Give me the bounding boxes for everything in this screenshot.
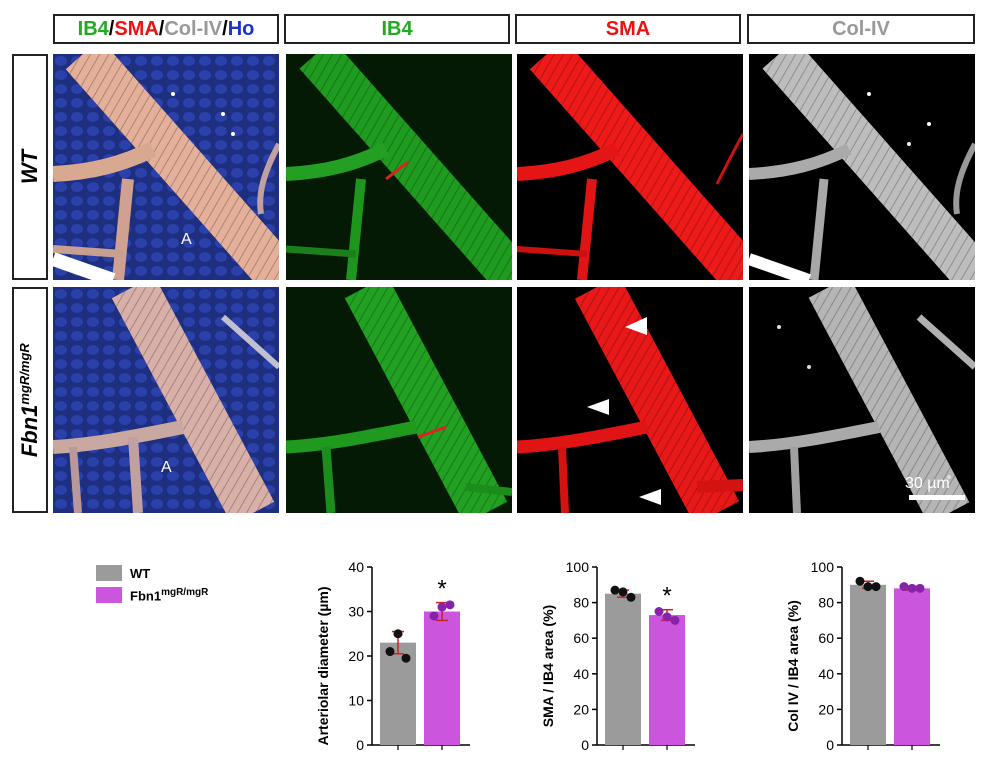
arrowhead-1 — [625, 317, 647, 335]
data-point — [863, 582, 873, 592]
y-tick-label: 60 — [573, 630, 589, 646]
y-tick-label: 30 — [348, 604, 364, 620]
y-tick-label: 20 — [573, 701, 589, 717]
panel-mut-sma — [517, 287, 743, 513]
data-point — [670, 615, 680, 625]
legend-label-mutant-sup: mgR/mgR — [161, 586, 209, 598]
header-merge-coliv: Col-IV — [164, 17, 223, 40]
bar — [894, 588, 930, 745]
row-label-mutant-sup: mgR/mgR — [16, 343, 32, 405]
bar — [380, 642, 416, 745]
header-sma: SMA — [515, 14, 741, 44]
panel-mut-coliv: 30 µm — [749, 287, 975, 513]
row-label-mutant: Fbn1mgR/mgR — [12, 287, 48, 513]
data-point — [385, 647, 395, 657]
legend-swatch-mutant — [96, 587, 122, 603]
y-tick-label: 100 — [566, 559, 590, 575]
panel-mut-ib4 — [286, 287, 512, 513]
bar — [649, 615, 685, 745]
panel-wt-sma — [517, 54, 743, 280]
row-label-wt-text: WT — [17, 149, 43, 185]
header-merge-sma: SMA — [114, 17, 159, 40]
significance-marker: * — [662, 583, 671, 610]
legend-item-wt: WT — [96, 562, 208, 584]
data-point — [445, 600, 455, 610]
row-label-mutant-text: Fbn1mgR/mgR — [17, 343, 43, 457]
y-tick-label: 80 — [573, 595, 589, 611]
artery-label-mut: A — [161, 459, 172, 476]
data-point — [871, 582, 881, 592]
bar — [605, 593, 641, 745]
artery-label-wt: A — [181, 231, 192, 248]
row-label-wt: WT — [12, 54, 48, 280]
significance-marker: * — [437, 576, 446, 603]
y-tick-label: 40 — [573, 666, 589, 682]
legend-item-mutant: Fbn1mgR/mgR — [96, 584, 208, 606]
y-tick-label: 100 — [811, 559, 835, 575]
header-coliv: Col-IV — [747, 14, 975, 44]
y-tick-label: 80 — [818, 595, 834, 611]
data-point — [393, 629, 403, 639]
scale-bar — [909, 495, 965, 500]
header-merge-sep2: / — [158, 17, 165, 40]
legend-label-mutant: Fbn1mgR/mgR — [130, 587, 208, 603]
data-point — [662, 612, 672, 622]
data-point — [654, 607, 664, 616]
bar — [424, 611, 460, 745]
header-merge: IB4/SMA / Col-IV / Ho — [53, 14, 279, 44]
y-tick-label: 0 — [581, 737, 589, 753]
y-tick-label: 20 — [348, 648, 364, 664]
bar — [850, 584, 886, 745]
data-point — [626, 592, 636, 602]
y-tick-label: 0 — [356, 737, 364, 753]
header-merge-sep3: / — [222, 17, 228, 40]
y-axis-label: Arteriolar diameter (µm) — [315, 587, 331, 746]
y-axis-label: SMA / IB4 area (%) — [540, 605, 556, 727]
data-point — [618, 587, 628, 597]
legend-label-wt: WT — [130, 565, 151, 581]
scale-bar-label: 30 µm — [905, 475, 950, 492]
data-point — [899, 582, 909, 592]
y-tick-label: 40 — [818, 666, 834, 682]
chart-arteriolar-diameter: 0 10 20 30 40 Arteriolar diameter (µm) * — [315, 559, 470, 753]
legend-label-mutant-base: Fbn1 — [130, 588, 162, 604]
data-point — [907, 583, 917, 593]
header-merge-ho: Ho — [227, 17, 255, 40]
legend-swatch-wt — [96, 565, 122, 581]
data-point — [855, 576, 865, 586]
y-tick-label: 20 — [818, 701, 834, 717]
y-tick-label: 60 — [818, 630, 834, 646]
data-point — [437, 602, 447, 612]
panel-wt-merge: A — [53, 54, 279, 280]
chart-coliv-ib4: 0 20 40 60 80 100 Col IV / IB4 area (%) — [785, 559, 940, 753]
y-tick-label: 0 — [826, 737, 834, 753]
header-merge-ib4: IB4 — [77, 17, 109, 40]
panel-mut-merge: A — [53, 287, 279, 513]
arrowhead-2 — [587, 399, 609, 415]
chart-sma-ib4: 0 20 40 60 80 100 SMA / IB4 area (%) * — [540, 559, 695, 753]
header-ib4: IB4 — [284, 14, 510, 44]
data-point — [429, 611, 439, 621]
arrowhead-3 — [639, 489, 661, 505]
panel-wt-coliv — [749, 54, 975, 280]
data-point — [610, 585, 620, 595]
data-point — [915, 583, 925, 593]
header-merge-sep1: / — [108, 17, 115, 40]
row-label-mutant-base: Fbn1 — [17, 404, 43, 457]
y-tick-label: 10 — [348, 693, 364, 709]
y-axis-label: Col IV / IB4 area (%) — [785, 600, 801, 731]
data-point — [401, 653, 411, 663]
legend: WT Fbn1mgR/mgR — [96, 562, 208, 606]
y-tick-label: 40 — [348, 559, 364, 575]
panel-wt-ib4 — [286, 54, 512, 280]
